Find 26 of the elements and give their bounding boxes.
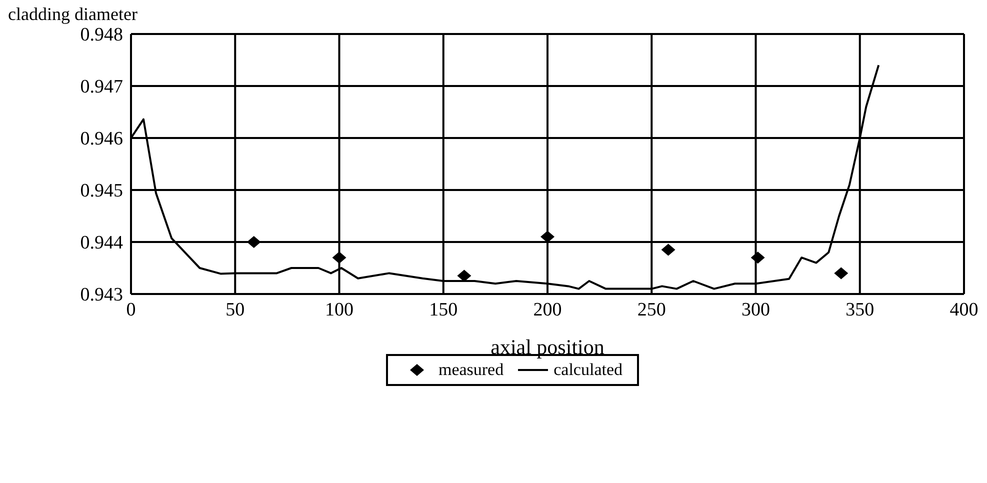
x-tick-label: 50 [226,299,245,320]
y-axis-title: cladding diameter [8,4,138,25]
x-tick-label: 100 [325,299,354,320]
x-tick-label: 350 [846,299,874,320]
point [540,230,554,243]
x-tick-label: 400 [950,299,978,320]
legend-label: measured [437,360,504,380]
x-tick-label: 200 [533,299,562,320]
point [457,270,472,282]
x-tick-label: 0 [126,299,136,320]
point [750,252,765,264]
x-tick-label: 300 [742,299,770,320]
legend-label: calculated [552,360,623,380]
y-tick-label: 0.948 [80,24,123,46]
point [661,244,676,256]
x-tick-label: 250 [637,299,666,320]
y-tick-label: 0.943 [80,284,123,306]
y-tick-label: 0.946 [80,128,123,150]
y-tick-label: 0.947 [80,76,123,98]
point [246,236,261,248]
point [332,252,346,264]
point [834,267,848,280]
y-tick-label: 0.944 [80,232,124,254]
y-tick-label: 0.945 [80,180,123,202]
x-tick-label: 150 [429,299,458,320]
x-axis-title: axial position [490,335,605,359]
